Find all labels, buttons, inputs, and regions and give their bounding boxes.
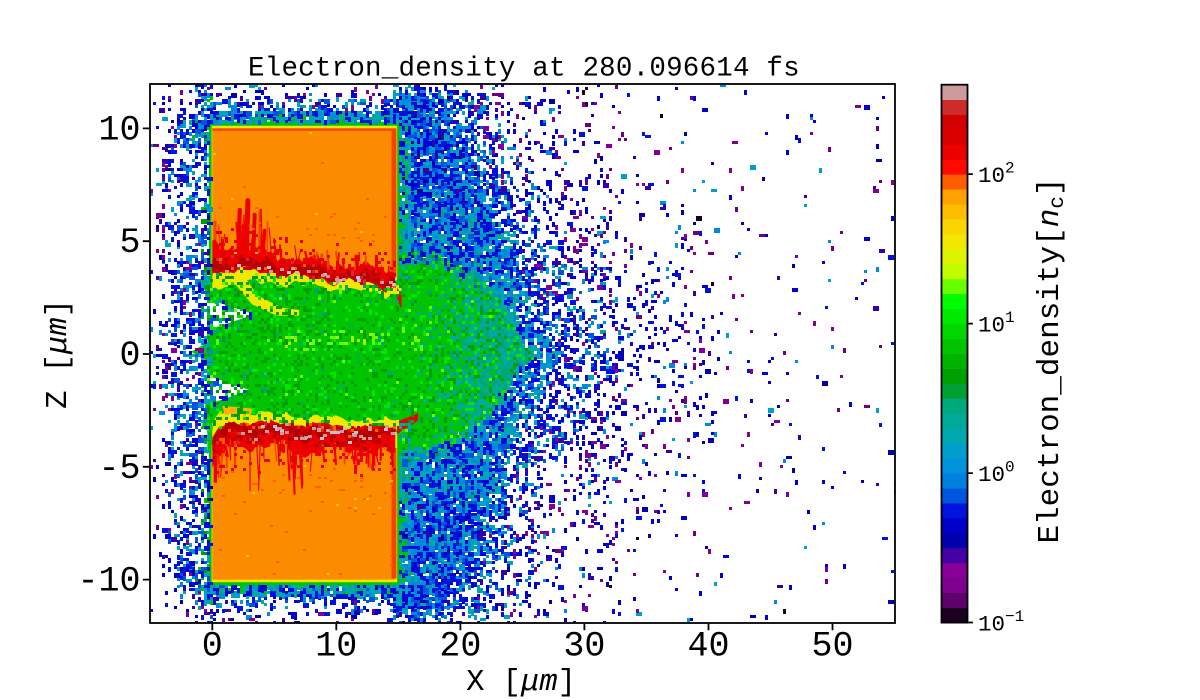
svg-text:10−1: 10−1 bbox=[978, 608, 1024, 638]
svg-text:40: 40 bbox=[687, 627, 729, 667]
svg-text:Electron_density[nc]: Electron_density[nc] bbox=[1033, 177, 1070, 543]
svg-text:0: 0 bbox=[119, 336, 140, 376]
svg-text:X [μm]: X [μm] bbox=[466, 666, 576, 700]
svg-text:10: 10 bbox=[98, 110, 140, 150]
svg-text:5: 5 bbox=[119, 223, 140, 263]
svg-text:-5: -5 bbox=[98, 449, 140, 489]
svg-text:0: 0 bbox=[202, 627, 223, 667]
svg-text:20: 20 bbox=[439, 627, 481, 667]
svg-text:-10: -10 bbox=[77, 562, 140, 602]
svg-text:Z [μm]: Z [μm] bbox=[42, 299, 76, 409]
svg-text:50: 50 bbox=[811, 627, 853, 667]
svg-text:30: 30 bbox=[563, 627, 605, 667]
svg-text:Electron_density at 280.096614: Electron_density at 280.096614 fs bbox=[248, 54, 800, 85]
svg-text:10: 10 bbox=[315, 627, 357, 667]
